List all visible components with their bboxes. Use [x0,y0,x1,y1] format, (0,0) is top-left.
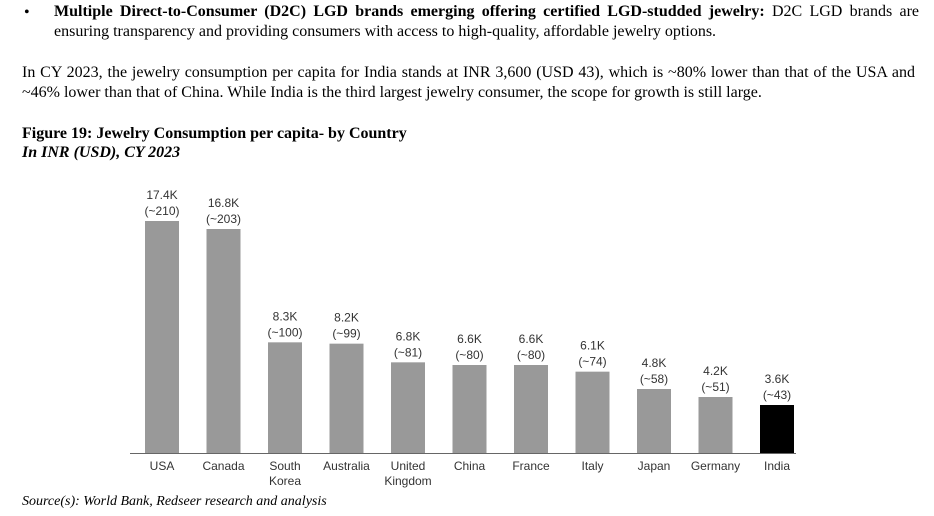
source-note: Source(s): World Bank, Redseer research … [22,494,327,509]
bar-5 [452,365,487,453]
category-label-5: China [454,459,486,473]
bar-9 [698,397,733,453]
category-label-2-line-1: Korea [269,474,301,488]
usd-label-7: (~74) [578,355,606,369]
usd-label-9: (~51) [701,380,729,394]
bullet-point: • Multiple Direct-to-Consumer (D2C) LGD … [24,2,919,42]
value-label-0: 17.4K [146,188,177,202]
bar-1 [206,229,241,453]
category-label-3: Australia [323,459,370,473]
bar-0 [145,221,179,453]
usd-label-10: (~43) [763,388,791,402]
category-label-8: Japan [638,459,671,473]
value-label-10: 3.6K [765,372,790,386]
bar-8 [637,389,671,453]
value-label-8: 4.8K [642,356,667,370]
value-label-7: 6.1K [580,339,605,353]
body-paragraph: In CY 2023, the jewelry consumption per … [22,64,915,101]
bullet-text: Multiple Direct-to-Consumer (D2C) LGD br… [54,2,919,42]
usd-label-2: (~100) [267,325,302,339]
value-label-9: 4.2K [703,364,728,378]
usd-label-0: (~210) [144,204,179,218]
bar-10 [760,405,794,453]
bar-7 [575,371,610,453]
category-label-2: South [269,459,300,473]
figure-subtitle: In INR (USD), CY 2023 [22,144,181,161]
category-label-10: India [764,459,790,473]
value-label-6: 6.6K [519,332,544,346]
usd-label-8: (~58) [640,372,668,386]
category-label-4-line-1: Kingdom [384,474,431,488]
category-label-4: United [391,459,426,473]
category-label-1: Canada [202,459,244,473]
usd-label-3: (~99) [332,327,360,341]
category-label-6: France [512,459,550,473]
category-label-9: Germany [691,459,740,473]
bar-4 [391,362,425,453]
usd-label-1: (~203) [206,212,241,226]
value-label-1: 16.8K [208,196,239,210]
bar-2 [268,342,302,453]
bar-6 [514,365,548,453]
bullet-bold-lead: Multiple Direct-to-Consumer (D2C) LGD br… [54,3,765,20]
usd-label-6: (~80) [517,348,545,362]
value-label-4: 6.8K [396,329,421,343]
usd-label-5: (~80) [455,348,483,362]
bullet-symbol: • [24,4,30,21]
bullet-body: D2C LGD brands are ensuring transparency… [54,3,920,40]
category-label-7: Italy [581,459,603,473]
bar-3 [329,343,364,453]
figure-title: Figure 19: Jewelry Consumption per capit… [22,125,407,142]
category-label-0: USA [150,459,175,473]
value-label-3: 8.2K [334,311,359,325]
value-label-5: 6.6K [457,332,482,346]
usd-label-4: (~81) [394,345,422,359]
value-label-2: 8.3K [273,309,298,323]
